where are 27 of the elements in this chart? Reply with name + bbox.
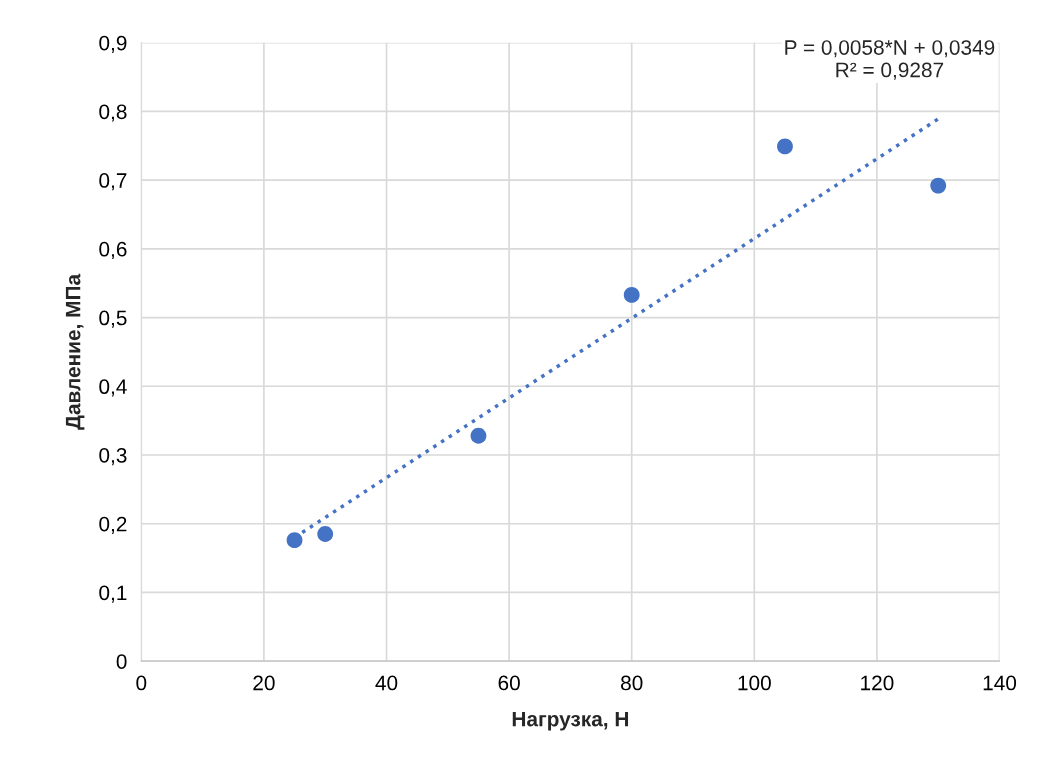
x-tick-label: 40 (375, 675, 398, 691)
y-tick-label: 0,5 (99, 310, 127, 328)
y-tick-label: 0,1 (99, 585, 127, 603)
y-tick-label: 0,7 (99, 173, 127, 191)
point (623, 286, 640, 303)
y-tick-label: 0,9 (99, 35, 127, 53)
y-tick-label: 0 (116, 654, 127, 669)
x-tick-label: 100 (738, 675, 771, 691)
x-tick-label: 140 (983, 675, 1017, 691)
x-tick-label: 80 (621, 675, 643, 691)
point (930, 177, 947, 194)
y-tick-label: 0,3 (99, 448, 127, 466)
y-tick-label: 0,2 (99, 516, 127, 534)
y-tick-label: 0,6 (99, 241, 127, 260)
annotation: P = 0,0058*N + 0,0349 R² = 0,9287 (785, 40, 995, 80)
x-tick-label: 120 (861, 675, 894, 691)
point (286, 532, 303, 549)
x-tick-label: 60 (498, 675, 520, 691)
point (777, 138, 793, 155)
y-axis-title: Давление, МПа (65, 273, 85, 430)
point (470, 427, 487, 444)
y-tick-label: 0,4 (99, 379, 127, 397)
x-axis-title: Нагрузка, Н (512, 711, 629, 731)
x-tick-label: 0 (136, 675, 147, 691)
x-tick-label: 20 (253, 675, 275, 691)
point (317, 526, 334, 542)
y-tick-label: 0,8 (99, 104, 127, 122)
